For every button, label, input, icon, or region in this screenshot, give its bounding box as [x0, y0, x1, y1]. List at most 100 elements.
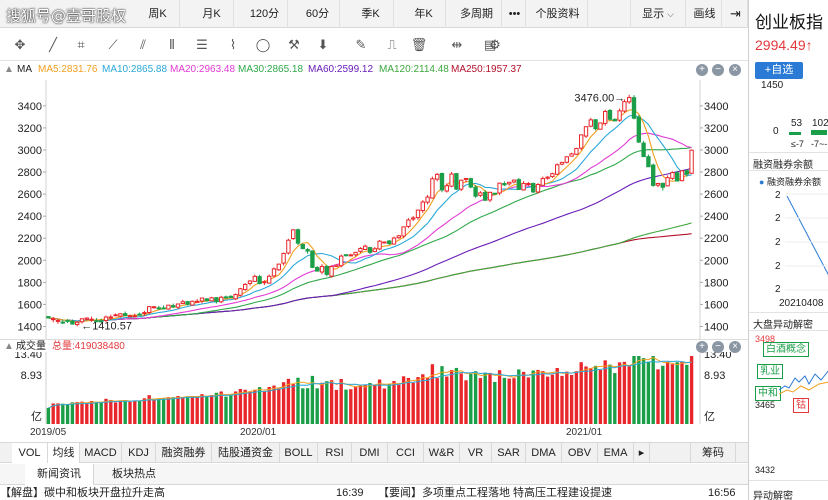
tab-vol[interactable]: VOL	[12, 443, 48, 463]
candlestick-chart[interactable]: 1400 1400 1600 1600 1800 1800 2000 2000 2200 2200…	[0, 80, 748, 339]
news-tabbar: 新闻资讯 板块热点	[0, 464, 748, 485]
pen-icon[interactable]: ✎	[355, 37, 367, 52]
volume-bar	[301, 388, 305, 424]
tag-cobalt[interactable]: 钴	[793, 398, 809, 413]
add-watchlist-button[interactable]: +自选	[755, 62, 803, 79]
parallel-channel-icon[interactable]: ⫽	[140, 37, 146, 52]
zoom-range-icon[interactable]: ⇹	[451, 37, 463, 52]
candle-body	[166, 304, 171, 310]
ma250-value: MA250:1957.37	[451, 64, 522, 75]
tab-dmi[interactable]: DMI	[352, 443, 388, 463]
vertical-lines-icon[interactable]: ⦀	[169, 37, 175, 52]
volume-bar	[147, 395, 151, 424]
candle-body	[79, 318, 85, 323]
ray-line-icon[interactable]: ⟋	[108, 37, 118, 52]
y-tick-label-right: 2800	[704, 167, 728, 179]
ellipse-icon[interactable]: ◯	[255, 37, 271, 52]
tab-news[interactable]: 新闻资讯	[25, 464, 94, 485]
tab-boll[interactable]: BOLL	[280, 443, 318, 463]
tab-macd[interactable]: MACD	[80, 443, 122, 463]
tab-monthly[interactable]: 月K	[190, 0, 234, 28]
wave-icon[interactable]: ⌇	[229, 37, 237, 52]
margin-y-tick: 2	[775, 284, 781, 295]
ma60-value: MA60:2599.12	[308, 64, 374, 75]
tab-sector-hotspots[interactable]: 板块热点	[112, 468, 156, 480]
tab-dma[interactable]: DMA	[526, 443, 562, 463]
crosshair-move-icon[interactable]: ✥	[14, 37, 26, 52]
magnet-icon[interactable]: ⎍	[387, 37, 397, 52]
candle-body	[84, 317, 89, 320]
tab-wr[interactable]: W&R	[424, 443, 460, 463]
candle-body	[439, 172, 445, 191]
candle-body	[233, 293, 238, 300]
news-item[interactable]: 【要闻】多项重点工程落地 特高压工程建设提速	[378, 487, 613, 499]
volume-bar	[277, 388, 281, 424]
volume-bar	[531, 370, 535, 424]
close-volume-button[interactable]: ×	[729, 341, 741, 353]
draw-line-button[interactable]: 画线	[688, 0, 722, 28]
volume-bar	[171, 397, 175, 424]
tab-obv[interactable]: OBV	[562, 443, 598, 463]
volume-bar	[449, 370, 454, 424]
candle-body	[631, 97, 637, 119]
candle-body	[660, 182, 665, 188]
tab-vr[interactable]: VR	[460, 443, 492, 463]
volume-zoom-in-button[interactable]: +	[696, 341, 708, 353]
collapse-triangle-icon[interactable]: ▲	[4, 64, 14, 75]
tab-ma[interactable]: 均线	[48, 443, 80, 463]
arrow-down-icon[interactable]: ⬇	[317, 37, 329, 52]
tab-cci[interactable]: CCI	[388, 443, 424, 463]
layers-icon[interactable]: ▤	[483, 37, 497, 52]
tag-carbon-neutral[interactable]: 中和	[755, 386, 781, 401]
more-periods-button[interactable]: •••	[504, 0, 526, 28]
tab-northbound-funds[interactable]: 陆股通资金	[212, 443, 280, 463]
candle-body	[286, 239, 291, 254]
tab-ema[interactable]: EMA	[598, 443, 634, 463]
tab-margin-trading[interactable]: 融资融券	[156, 443, 212, 463]
collapse-right-icon[interactable]: ⇥	[724, 0, 748, 28]
candle-body	[459, 179, 464, 190]
volume-chart[interactable]: 13.40 13.40 8.93 8.93 亿 亿	[0, 352, 748, 426]
settings-gear-icon[interactable]: ⚙	[489, 37, 501, 52]
tab-rsi[interactable]: RSI	[318, 443, 352, 463]
tab-weekly[interactable]: 周K	[136, 0, 180, 28]
period-tabbar: 搜狐号@壹哥股权 周K 月K 120分 60分 季K 年K 多周期 ••• 个股…	[0, 0, 748, 28]
trash-icon[interactable]: 🗑	[410, 37, 428, 52]
more-indicators-icon[interactable]: ▸	[634, 443, 650, 463]
tab-sar[interactable]: SAR	[492, 443, 526, 463]
collapse-triangle-icon[interactable]: ▲	[4, 341, 14, 352]
tab-multi-period[interactable]: 多周期	[452, 0, 502, 28]
zoom-in-button[interactable]: +	[696, 64, 708, 76]
volume-bar	[512, 378, 516, 424]
volume-bar	[161, 398, 166, 424]
tab-chips[interactable]: 筹码	[690, 443, 736, 463]
tab-kdj[interactable]: KDJ	[122, 443, 156, 463]
tag-baijiu[interactable]: 白酒概念	[763, 342, 809, 357]
tag-dairy[interactable]: 乳业	[757, 364, 783, 379]
y-tick-label-left: 1800	[18, 277, 42, 289]
candle-body	[478, 192, 483, 196]
volume-zoom-out-button[interactable]: −	[712, 341, 724, 353]
line-segment-icon[interactable]: ╱	[49, 37, 57, 52]
tab-quarterly[interactable]: 季K	[348, 0, 394, 28]
tab-120min[interactable]: 120分	[242, 0, 288, 28]
candle-body	[228, 295, 233, 298]
volume-bar	[493, 381, 497, 424]
volume-bar	[497, 370, 502, 424]
candle-body	[291, 229, 296, 240]
crop-icon[interactable]: ⌗	[77, 37, 85, 52]
zoom-out-button[interactable]: −	[712, 64, 724, 76]
fibonacci-icon[interactable]: ☰	[196, 37, 208, 52]
close-ma-button[interactable]: ×	[729, 64, 741, 76]
display-dropdown[interactable]: 显示 ⌵	[630, 0, 686, 28]
pitchfork-icon[interactable]: ⚒	[288, 37, 300, 52]
tab-stock-profile[interactable]: 个股资料	[528, 0, 588, 28]
volume-bar	[665, 361, 670, 424]
volume-bar	[94, 402, 99, 424]
news-item[interactable]: 【解盘】碳中和板块开盘拉升走高	[0, 487, 165, 499]
candle-body	[161, 307, 166, 310]
tab-yearly[interactable]: 年K	[402, 0, 446, 28]
volume-bar	[613, 373, 617, 424]
candle-body	[535, 184, 541, 193]
tab-60min[interactable]: 60分	[296, 0, 340, 28]
